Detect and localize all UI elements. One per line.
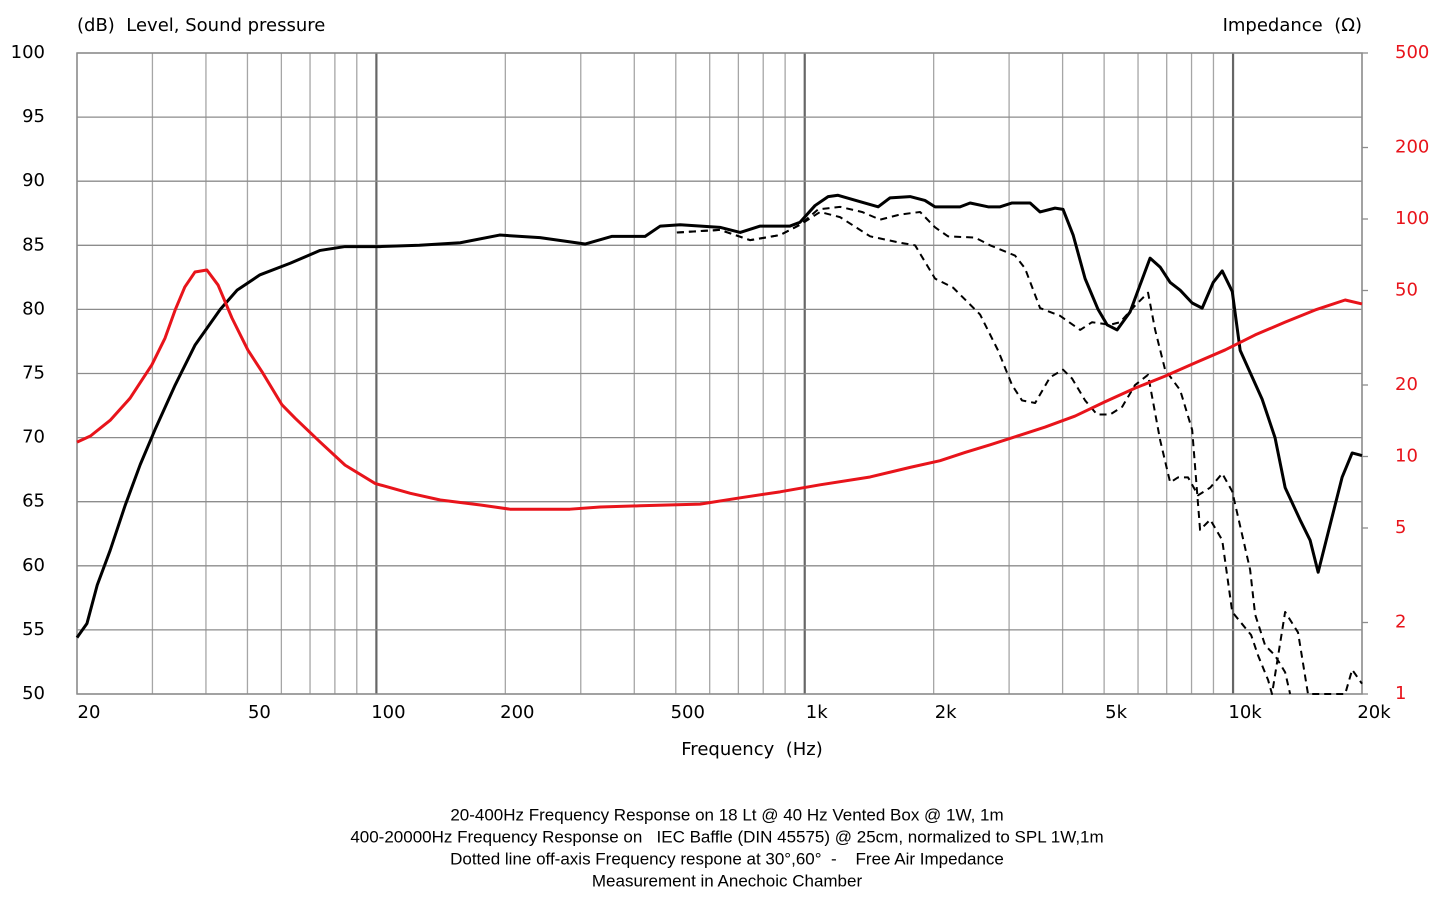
series-line	[676, 210, 1292, 695]
x-tick-label: 2k	[935, 702, 957, 723]
x-tick-label: 200	[500, 702, 534, 723]
series-line	[676, 205, 1363, 695]
y-axis-title: (dB) Level, Sound pressure	[77, 15, 325, 36]
y2-tick-label: 100	[1395, 208, 1429, 229]
y-tick-label: 90	[22, 170, 45, 191]
y-tick-label: 55	[22, 619, 45, 640]
x-tick-label: 1k	[806, 702, 828, 723]
plot-frame	[76, 52, 1363, 695]
y2-axis-title: Impedance (Ω)	[1223, 15, 1362, 36]
y2-tick-label: 200	[1395, 137, 1429, 158]
x-tick-label: 10k	[1228, 702, 1262, 723]
x-tick-label: 100	[371, 702, 405, 723]
y2-tick-label: 50	[1395, 279, 1418, 300]
y2-tick-label: 1	[1395, 683, 1406, 704]
note: 400-20000Hz Frequency Response on IEC Ba…	[350, 827, 1103, 846]
y-tick-label: 85	[22, 234, 45, 255]
x-tick-label: 50	[248, 702, 271, 723]
y-tick-label: 70	[22, 427, 45, 448]
note: Measurement in Anechoic Chamber	[592, 871, 863, 890]
y2-tick-label: 2	[1395, 612, 1406, 633]
y-tick-label: 65	[22, 491, 45, 512]
x-tick-label: 20	[78, 702, 101, 723]
y-tick-label: 80	[22, 298, 45, 319]
x-tick-label: 5k	[1105, 702, 1127, 723]
y2-tick-label: 20	[1395, 374, 1418, 395]
y2-tick-label: 10	[1395, 446, 1418, 467]
y2-tick-label: 5	[1395, 517, 1406, 538]
y2-tick-label: 500	[1395, 42, 1429, 63]
note: Dotted line off-axis Frequency respone a…	[450, 849, 1004, 868]
series-line	[76, 268, 1363, 511]
x-tick-label: 20k	[1357, 702, 1391, 723]
x-axis-title: Frequency (Hz)	[681, 739, 822, 760]
y-tick-label: 50	[22, 683, 45, 704]
series-line	[75, 193, 1363, 639]
y-tick-label: 75	[22, 363, 45, 384]
x-tick-label: 500	[671, 702, 705, 723]
y-tick-label: 60	[22, 555, 45, 576]
y-tick-label: 95	[22, 106, 45, 127]
note: 20-400Hz Frequency Response on 18 Lt @ 4…	[450, 805, 1003, 824]
y-tick-label: 100	[11, 42, 45, 63]
